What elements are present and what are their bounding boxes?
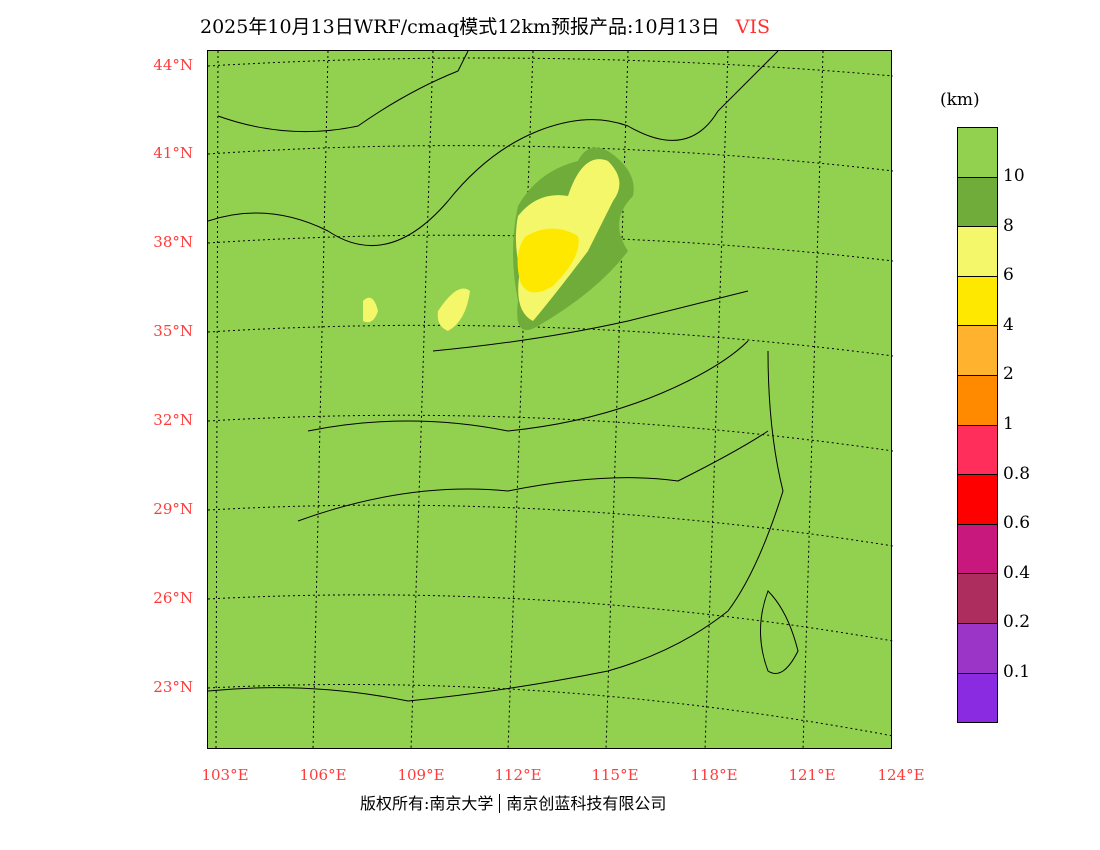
low-visibility-region: [363, 147, 634, 331]
boundaries: [207, 50, 799, 702]
title-text: 2025年10月13日WRF/cmaq模式12km预报产品:10月13日: [200, 16, 720, 38]
colorbar-segment: [958, 177, 997, 228]
colorbar-unit: (km): [940, 90, 980, 110]
lon-label: 115°E: [591, 766, 639, 784]
colorbar-label: 4: [1003, 314, 1014, 335]
colorbar-segment: [958, 623, 997, 674]
colorbar-segment: [958, 128, 997, 178]
map-title: 2025年10月13日WRF/cmaq模式12km预报产品:10月13日 VIS: [200, 12, 770, 39]
graticule: [207, 50, 894, 751]
colorbar: [957, 127, 998, 724]
colorbar-label: 0.2: [1003, 612, 1031, 633]
colorbar-label: 6: [1003, 265, 1014, 286]
colorbar-label: 2: [1003, 364, 1014, 385]
colorbar-segment: [958, 673, 997, 723]
colorbar-label: 1: [1003, 414, 1014, 434]
lat-label: 38°N: [153, 233, 193, 251]
colorbar-segment: [958, 574, 997, 624]
lon-label: 112°E: [494, 766, 542, 784]
lon-label: 103°E: [201, 766, 249, 784]
colorbar-label: 0.4: [1003, 562, 1031, 583]
lon-label: 124°E: [877, 766, 925, 784]
lat-label: 32°N: [153, 411, 193, 429]
lat-label: 41°N: [153, 144, 193, 162]
colorbar-label: 0.1: [1003, 662, 1031, 682]
lat-label: 26°N: [153, 589, 193, 607]
visibility-map: [207, 50, 894, 751]
colorbar-segment: [958, 276, 997, 327]
colorbar-segment: [958, 524, 997, 575]
lon-label: 109°E: [397, 766, 445, 784]
colorbar-label: 10: [1003, 166, 1025, 186]
colorbar-label: 0.8: [1003, 463, 1031, 484]
colorbar-segment: [958, 326, 997, 376]
lon-label: 106°E: [299, 766, 347, 784]
map-canvas: [207, 50, 894, 751]
colorbar-label: 8: [1003, 215, 1014, 236]
lat-label: 29°N: [153, 500, 193, 518]
lon-label: 121°E: [788, 766, 836, 784]
lon-label: 118°E: [690, 766, 738, 784]
variable-label: VIS: [735, 16, 770, 38]
colorbar-segment: [958, 425, 997, 476]
colorbar-label: 0.6: [1003, 513, 1031, 534]
lat-label: 35°N: [153, 322, 193, 340]
colorbar-segment: [958, 375, 997, 426]
copyright-footer: 版权所有:南京大学 南京创蓝科技有限公司: [360, 790, 672, 814]
colorbar-segment: [958, 227, 997, 277]
lat-label: 23°N: [153, 678, 193, 696]
footer-right: 南京创蓝科技有限公司: [499, 794, 667, 813]
lat-label: 44°N: [153, 56, 193, 74]
colorbar-segment: [958, 475, 997, 525]
footer-left: 版权所有:南京大学: [360, 794, 494, 813]
